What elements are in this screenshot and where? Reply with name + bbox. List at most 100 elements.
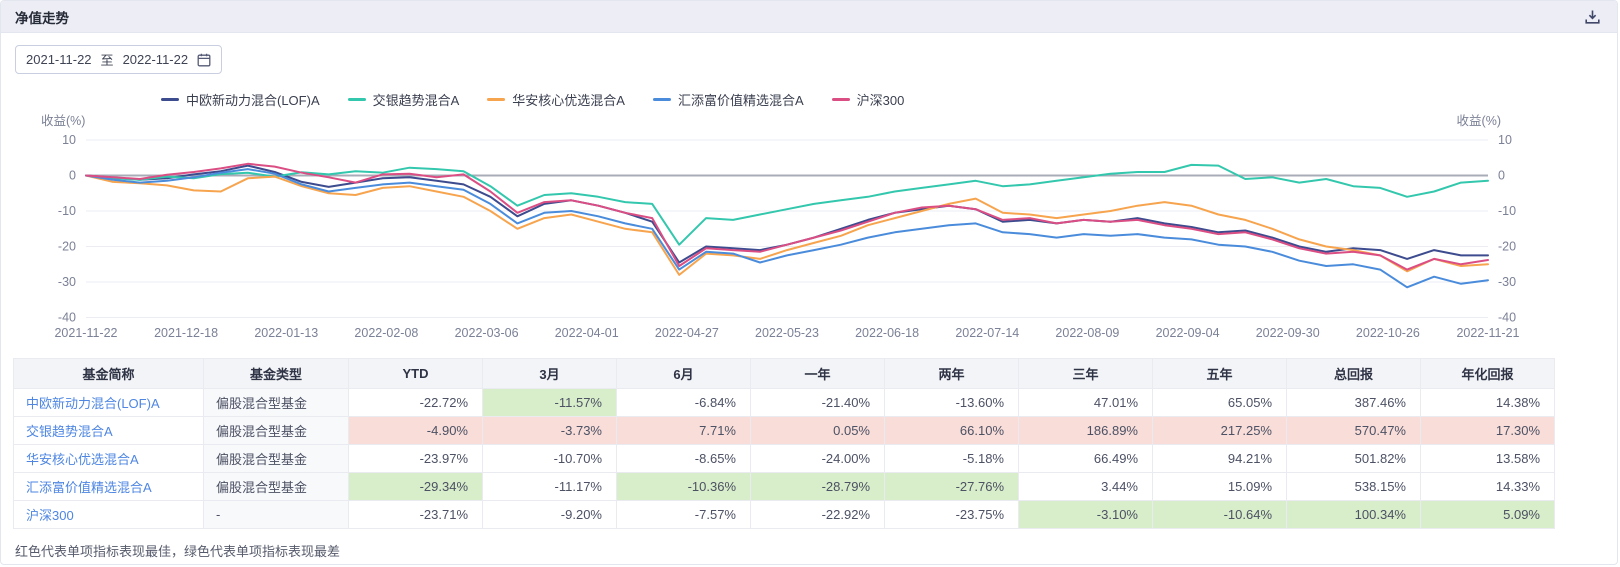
fund-name-link[interactable]: 交银趋势混合A <box>13 416 204 445</box>
value-cell: 65.05% <box>1152 388 1287 417</box>
fund-name-link[interactable]: 沪深300 <box>13 500 204 529</box>
legend-swatch <box>347 97 366 101</box>
x-tick-label: 2022-11-21 <box>1456 326 1519 340</box>
fund-name-link[interactable]: 汇添富价值精选混合A <box>13 472 204 501</box>
table-column-header: YTD <box>348 358 483 389</box>
value-cell: -10.64% <box>1152 500 1287 529</box>
value-cell: -11.17% <box>482 472 617 501</box>
series-line[interactable] <box>85 174 1489 276</box>
value-cell: 538.15% <box>1286 472 1421 501</box>
value-cell: -9.20% <box>482 500 617 529</box>
x-tick-label: 2022-02-08 <box>354 326 418 340</box>
value-cell: -13.60% <box>884 388 1019 417</box>
value-cell: 3.44% <box>1018 472 1153 501</box>
value-cell: 217.25% <box>1152 416 1287 445</box>
value-cell: 501.82% <box>1286 444 1421 473</box>
y-tick-label-right: -30 <box>1498 275 1516 289</box>
y-tick-label-left: 10 <box>62 133 76 147</box>
table-column-header: 基金类型 <box>203 358 349 389</box>
legend-item[interactable]: 华安核心优选混合A <box>487 90 625 109</box>
value-cell: -8.65% <box>616 444 751 473</box>
value-cell: -21.40% <box>750 388 885 417</box>
legend-item[interactable]: 交银趋势混合A <box>347 90 460 109</box>
value-cell: -22.92% <box>750 500 885 529</box>
table-column-header: 五年 <box>1152 358 1287 389</box>
value-cell: -11.57% <box>482 388 617 417</box>
value-cell: 7.71% <box>616 416 751 445</box>
value-cell: 94.21% <box>1152 444 1287 473</box>
legend-swatch <box>831 97 850 101</box>
download-icon <box>1585 10 1600 24</box>
table-column-header: 两年 <box>884 358 1019 389</box>
table-header-row: 基金简称 基金类型 YTD 3月 6月 一年 两年 三年 五年 总回报 年化回报 <box>13 358 1555 389</box>
legend-label: 华安核心优选混合A <box>512 92 625 108</box>
calendar-icon[interactable] <box>197 53 211 67</box>
value-cell: 66.49% <box>1018 444 1153 473</box>
x-tick-label: 2022-09-30 <box>1256 326 1320 340</box>
date-range-picker[interactable]: 2021-11-22 至 2022-11-22 <box>15 45 223 74</box>
series-line[interactable] <box>85 163 1489 246</box>
table-row: 华安核心优选混合A 偏股混合型基金 -23.97% -10.70% -8.65% -24.… <box>13 444 1555 473</box>
download-button[interactable] <box>1582 7 1603 27</box>
line-chart[interactable]: 10 10 0 0 -10 -10 -20 -20 -30 -30 -40 -40 收益(%) 收益(%)… <box>1 112 1617 348</box>
y-tick-label-left: -40 <box>58 311 76 325</box>
x-tick-label: 2021-12-18 <box>154 326 218 340</box>
fund-type-cell: 偏股混合型基金 <box>203 388 349 417</box>
value-cell: -23.71% <box>348 500 483 529</box>
value-cell: -5.18% <box>884 444 1019 473</box>
value-cell: -23.97% <box>348 444 483 473</box>
y-tick-label-right: -40 <box>1498 311 1516 325</box>
x-tick-label: 2022-10-26 <box>1356 326 1420 340</box>
x-tick-label: 2022-08-09 <box>1055 326 1119 340</box>
panel-title: 净值走势 <box>15 10 69 26</box>
legend-label: 中欧新动力混合(LOF)A <box>186 92 320 108</box>
legend-item[interactable]: 汇添富价值精选混合A <box>652 90 804 109</box>
x-tick-label: 2022-07-14 <box>955 326 1019 340</box>
fund-type-cell: 偏股混合型基金 <box>203 444 349 473</box>
y-tick-label-left: 0 <box>69 169 76 183</box>
x-tick-label: 2022-04-01 <box>555 326 619 340</box>
value-cell: 13.58% <box>1420 444 1555 473</box>
legend-item[interactable]: 中欧新动力混合(LOF)A <box>161 90 320 109</box>
table-column-header: 6月 <box>616 358 751 389</box>
value-cell: 186.89% <box>1018 416 1153 445</box>
x-tick-label: 2022-03-06 <box>455 326 519 340</box>
series-line[interactable] <box>85 162 1489 271</box>
series-line[interactable] <box>85 164 1489 264</box>
value-cell: 100.34% <box>1286 500 1421 529</box>
value-cell: -22.72% <box>348 388 483 417</box>
value-cell: -7.57% <box>616 500 751 529</box>
value-cell: -29.34% <box>348 472 483 501</box>
fund-name-link[interactable]: 中欧新动力混合(LOF)A <box>13 388 204 417</box>
fund-name-link[interactable]: 华安核心优选混合A <box>13 444 204 473</box>
value-cell: -4.90% <box>348 416 483 445</box>
table-column-header: 年化回报 <box>1420 358 1555 389</box>
legend-swatch <box>652 97 671 101</box>
table-column-header: 一年 <box>750 358 885 389</box>
date-start[interactable]: 2021-11-22 <box>26 52 92 67</box>
table-column-header: 3月 <box>482 358 617 389</box>
value-cell: 14.38% <box>1420 388 1555 417</box>
chart-legend: 中欧新动力混合(LOF)A 交银趋势混合A 华安核心优选混合A 汇添富价值精选混合A 沪… <box>161 90 1617 108</box>
x-tick-label: 2022-05-23 <box>755 326 819 340</box>
legend-item[interactable]: 沪深300 <box>831 90 904 109</box>
panel-header: 净值走势 <box>1 1 1617 33</box>
value-cell: -10.36% <box>616 472 751 501</box>
value-cell: 5.09% <box>1420 500 1555 529</box>
y-tick-label-left: -20 <box>58 240 76 254</box>
date-end[interactable]: 2022-11-22 <box>122 52 189 67</box>
y-tick-label-right: 10 <box>1498 133 1512 147</box>
legend-label: 交银趋势混合A <box>372 92 460 108</box>
y-tick-label-right: 0 <box>1498 169 1505 183</box>
chart-area[interactable]: 10 10 0 0 -10 -10 -20 -20 -30 -30 -40 -40 收益(%) 收益(%)… <box>1 112 1617 348</box>
series-line[interactable] <box>85 168 1489 289</box>
fund-type-cell: 偏股混合型基金 <box>203 416 349 445</box>
table-row: 中欧新动力混合(LOF)A 偏股混合型基金 -22.72% -11.57% -6.84%… <box>13 388 1555 417</box>
x-tick-label: 2022-09-04 <box>1156 326 1220 340</box>
value-cell: -3.73% <box>482 416 617 445</box>
value-cell: 387.46% <box>1286 388 1421 417</box>
performance-table: 基金简称 基金类型 YTD 3月 6月 一年 两年 三年 五年 总回报 年化回报 中欧新动力混合(L… <box>13 358 1555 529</box>
table-footnote: 红色代表单项指标表现最佳，绿色代表单项指标表现最差 <box>15 544 341 559</box>
y-tick-label-left: -10 <box>58 204 76 218</box>
